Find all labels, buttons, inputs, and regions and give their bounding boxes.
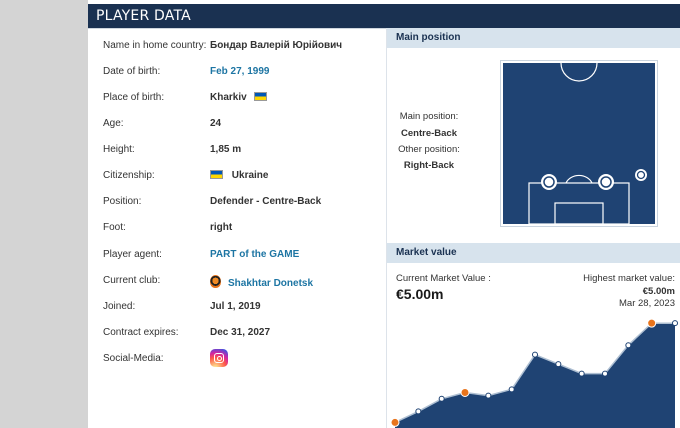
data-point[interactable]: [602, 370, 608, 377]
main-position-header: Main position: [387, 28, 680, 48]
label: Foot:: [103, 222, 126, 233]
value: Dec 31, 2027: [210, 327, 271, 338]
value: Ukraine: [210, 170, 268, 181]
label: Social-Media:: [103, 353, 164, 364]
social-links: [210, 349, 228, 367]
value: right: [210, 222, 233, 233]
other-position-value: Right-Back: [403, 160, 455, 171]
ukraine-flag-icon: [210, 170, 223, 179]
other-position-marker: [635, 169, 647, 181]
main-position-label: Main position:: [399, 111, 459, 122]
marker-ring: [636, 170, 646, 180]
row-citizenship: Citizenship: Ukraine: [103, 166, 393, 184]
row-age: Age: 24: [103, 114, 393, 132]
pitch-lines: [528, 62, 647, 225]
pitch-diagram: [500, 60, 658, 227]
label: Current club:: [103, 275, 161, 286]
label: Height:: [103, 144, 135, 155]
row-position: Position: Defender - Centre-Back: [103, 192, 393, 210]
right-panel: Main position Main position: Centre-Back…: [386, 28, 680, 428]
row-player-agent: Player agent: PART of the GAME: [103, 245, 393, 263]
data-point[interactable]: [415, 408, 422, 415]
player-agent-link[interactable]: PART of the GAME: [210, 249, 300, 260]
other-position-label: Other position:: [398, 144, 460, 155]
left-gutter: [0, 0, 88, 428]
citizenship-value: Ukraine: [231, 170, 269, 181]
shakhtar-crest-icon: [210, 275, 221, 288]
label: Date of birth:: [103, 66, 161, 77]
label: Contract expires:: [103, 327, 179, 338]
instagram-icon[interactable]: [210, 349, 228, 367]
section-header: PLAYER DATA: [88, 0, 680, 28]
label: Position:: [103, 196, 142, 207]
center-circle: [560, 62, 598, 82]
value: Defender - Centre-Back: [210, 196, 322, 207]
row-current-club: Current club: Shakhtar Donetsk: [103, 271, 393, 289]
market-value-chart[interactable]: [387, 310, 680, 428]
value: Бондар Валерій Юрійович: [210, 40, 343, 51]
main-position-value: Centre-Back: [401, 128, 457, 139]
data-point[interactable]: [485, 392, 492, 399]
value: 24: [210, 118, 222, 129]
highest-market-value-date: Mar 28, 2023: [619, 298, 675, 309]
row-place-of-birth: Place of birth: Kharkiv: [103, 88, 393, 106]
row-name-home: Name in home country: Бондар Валерій Юрі…: [103, 36, 393, 54]
ukraine-flag-icon: [254, 92, 268, 101]
highest-market-value-label: Highest market value:: [583, 273, 675, 284]
club-marker-point[interactable]: [390, 417, 400, 427]
label: Joined:: [103, 301, 136, 312]
current-club-link[interactable]: Shakhtar Donetsk: [210, 275, 313, 289]
value: Jul 1, 2019: [210, 301, 261, 312]
marker-ring: [543, 176, 555, 188]
market-value-area: [395, 323, 675, 428]
row-foot: Foot: right: [103, 218, 393, 236]
data-point[interactable]: [555, 361, 562, 368]
marker-ring: [600, 176, 612, 188]
club-name: Shakhtar Donetsk: [228, 278, 314, 289]
date-of-birth-link[interactable]: Feb 27, 1999: [210, 66, 270, 77]
club-marker-point[interactable]: [460, 387, 470, 397]
divider: [88, 28, 680, 29]
label: Place of birth:: [103, 92, 165, 103]
data-point[interactable]: [625, 342, 632, 349]
label: Player agent:: [103, 249, 162, 260]
penalty-arc: [565, 174, 593, 184]
data-point[interactable]: [438, 395, 445, 402]
data-point[interactable]: [672, 320, 678, 327]
current-market-value: €5.00m: [396, 286, 444, 302]
goal-area: [554, 202, 604, 225]
row-contract-expires: Contract expires: Dec 31, 2027: [103, 323, 393, 341]
value: 1,85 m: [210, 144, 242, 155]
data-point[interactable]: [532, 351, 538, 358]
row-social-media: Social-Media:: [103, 349, 393, 367]
current-market-value-label: Current Market Value :: [396, 273, 491, 284]
market-value-header: Market value: [387, 243, 680, 263]
label: Citizenship:: [103, 170, 155, 181]
data-point[interactable]: [578, 370, 585, 377]
row-joined: Joined: Jul 1, 2019: [103, 297, 393, 315]
main-position-heading: Main position: [396, 32, 461, 43]
value: Kharkiv: [210, 92, 268, 103]
label: Name in home country:: [103, 40, 207, 51]
row-date-of-birth: Date of birth: Feb 27, 1999: [103, 62, 393, 80]
club-marker-point[interactable]: [647, 318, 657, 328]
data-point[interactable]: [508, 386, 515, 393]
place-of-birth-value: Kharkiv: [210, 92, 247, 103]
row-height: Height: 1,85 m: [103, 140, 393, 158]
label: Age:: [103, 118, 124, 129]
section-title: PLAYER DATA: [96, 8, 191, 24]
market-value-heading: Market value: [396, 247, 457, 258]
highest-market-value: €5.00m: [642, 286, 675, 297]
